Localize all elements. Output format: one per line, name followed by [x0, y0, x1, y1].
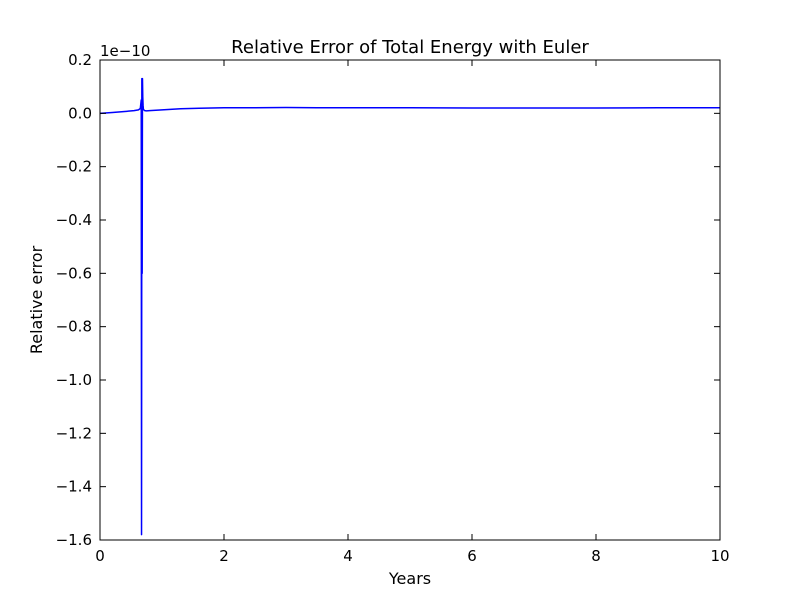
y-offset-label: 1e−10 [100, 42, 150, 60]
x-tick-label: 2 [219, 547, 229, 565]
y-tick-label: −1.4 [56, 478, 92, 496]
y-tick-label: −1.6 [56, 531, 92, 549]
y-tick-label: −1.0 [56, 371, 92, 389]
x-tick-label: 6 [467, 547, 477, 565]
y-axis-label: Relative error [27, 245, 46, 354]
x-axis-label: Years [388, 569, 431, 588]
y-tick-label: −0.4 [56, 211, 92, 229]
x-tick-label: 0 [95, 547, 105, 565]
y-tick-label: 0.2 [68, 51, 92, 69]
series-line-0 [99, 77, 720, 536]
y-tick-label: 0.0 [68, 104, 92, 122]
chart-title: Relative Error of Total Energy with Eule… [231, 37, 589, 58]
y-tick-label: −0.8 [56, 318, 92, 336]
axes-frame [99, 59, 721, 541]
x-tick-label: 4 [343, 547, 353, 565]
y-tick-label: −0.6 [56, 264, 92, 282]
plot-area: 0 2 4 6 8 10 0.2 0.0 −0.2 −0.4 −0.6 −0.8 −1.0 −1.2 −1.… [56, 51, 730, 565]
y-tick-label: −0.2 [56, 158, 92, 176]
y-tick-label: −1.2 [56, 424, 92, 442]
x-tick-label: 10 [710, 547, 729, 565]
x-tick-label: 8 [591, 547, 601, 565]
